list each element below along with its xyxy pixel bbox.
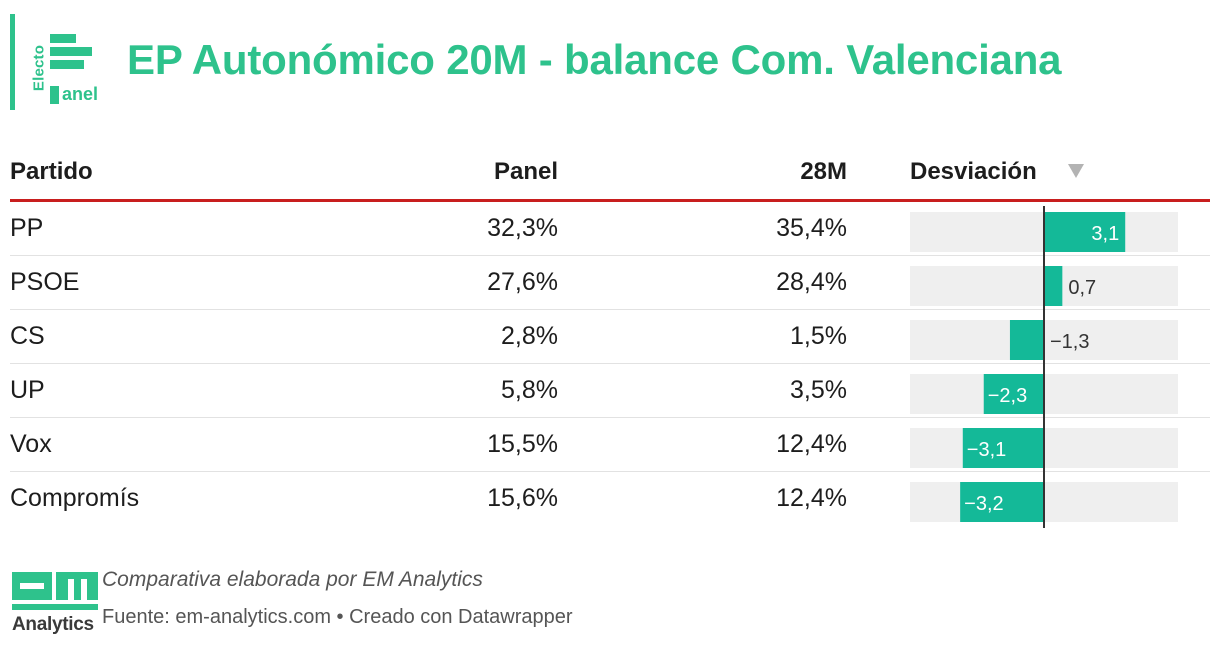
column-header-partido[interactable]: Partido xyxy=(10,158,93,185)
cell-28m: 12,4% xyxy=(776,430,847,458)
cell-panel: 27,6% xyxy=(487,268,558,296)
table-row: Vox 15,5% 12,4% xyxy=(10,418,1210,472)
em-logo-underline xyxy=(12,604,98,610)
column-header-desviacion[interactable]: Desviación xyxy=(910,158,1037,185)
footer: Analytics Comparativa elaborada por EM A… xyxy=(10,568,1210,638)
table-row: PP 32,3% 35,4% xyxy=(10,202,1210,256)
header: Electo anel EP Autonómico 20M - balance … xyxy=(10,14,1210,110)
cell-28m: 3,5% xyxy=(790,376,847,404)
cell-partido: CS xyxy=(10,322,45,350)
sort-descending-icon[interactable] xyxy=(1068,164,1084,178)
cell-28m: 28,4% xyxy=(776,268,847,296)
cell-panel: 32,3% xyxy=(487,214,558,242)
logo-wordmark: anel xyxy=(62,84,99,104)
em-logo-wordmark: Analytics xyxy=(12,614,94,635)
em-logo-m-icon xyxy=(56,572,98,600)
cell-panel: 2,8% xyxy=(501,322,558,350)
header-accent-bar xyxy=(10,14,15,110)
electopanel-logo: Electo anel xyxy=(30,32,110,106)
column-header-28m[interactable]: 28M xyxy=(800,158,847,185)
logo-square-icon xyxy=(50,86,59,104)
table-row: UP 5,8% 3,5% xyxy=(10,364,1210,418)
table-row: Compromís 15,6% 12,4% xyxy=(10,472,1210,526)
logo-vertical-text: Electo xyxy=(30,44,48,92)
em-analytics-logo: Analytics xyxy=(12,572,98,635)
footer-note: Comparativa elaborada por EM Analytics xyxy=(102,568,483,591)
cell-partido: PSOE xyxy=(10,268,80,296)
em-logo-e-icon xyxy=(12,572,52,600)
cell-28m: 1,5% xyxy=(790,322,847,350)
cell-panel: 15,6% xyxy=(487,484,558,512)
table-row: CS 2,8% 1,5% xyxy=(10,310,1210,364)
cell-panel: 15,5% xyxy=(487,430,558,458)
cell-28m: 35,4% xyxy=(776,214,847,242)
cell-panel: 5,8% xyxy=(501,376,558,404)
cell-partido: Vox xyxy=(10,430,52,458)
chart-title: EP Autonómico 20M - balance Com. Valenci… xyxy=(127,36,1062,83)
logo-bars-icon xyxy=(50,34,94,84)
cell-partido: Compromís xyxy=(10,484,140,512)
table-row: PSOE 27,6% 28,4% xyxy=(10,256,1210,310)
cell-partido: PP xyxy=(10,214,44,242)
footer-source: Fuente: em-analytics.com • Creado con Da… xyxy=(102,606,573,628)
table-header: Partido Panel 28M Desviación xyxy=(10,140,1210,202)
cell-partido: UP xyxy=(10,376,45,404)
results-table: Partido Panel 28M Desviación PP 32,3% 35… xyxy=(10,140,1210,526)
column-header-panel[interactable]: Panel xyxy=(493,158,558,185)
cell-28m: 12,4% xyxy=(776,484,847,512)
